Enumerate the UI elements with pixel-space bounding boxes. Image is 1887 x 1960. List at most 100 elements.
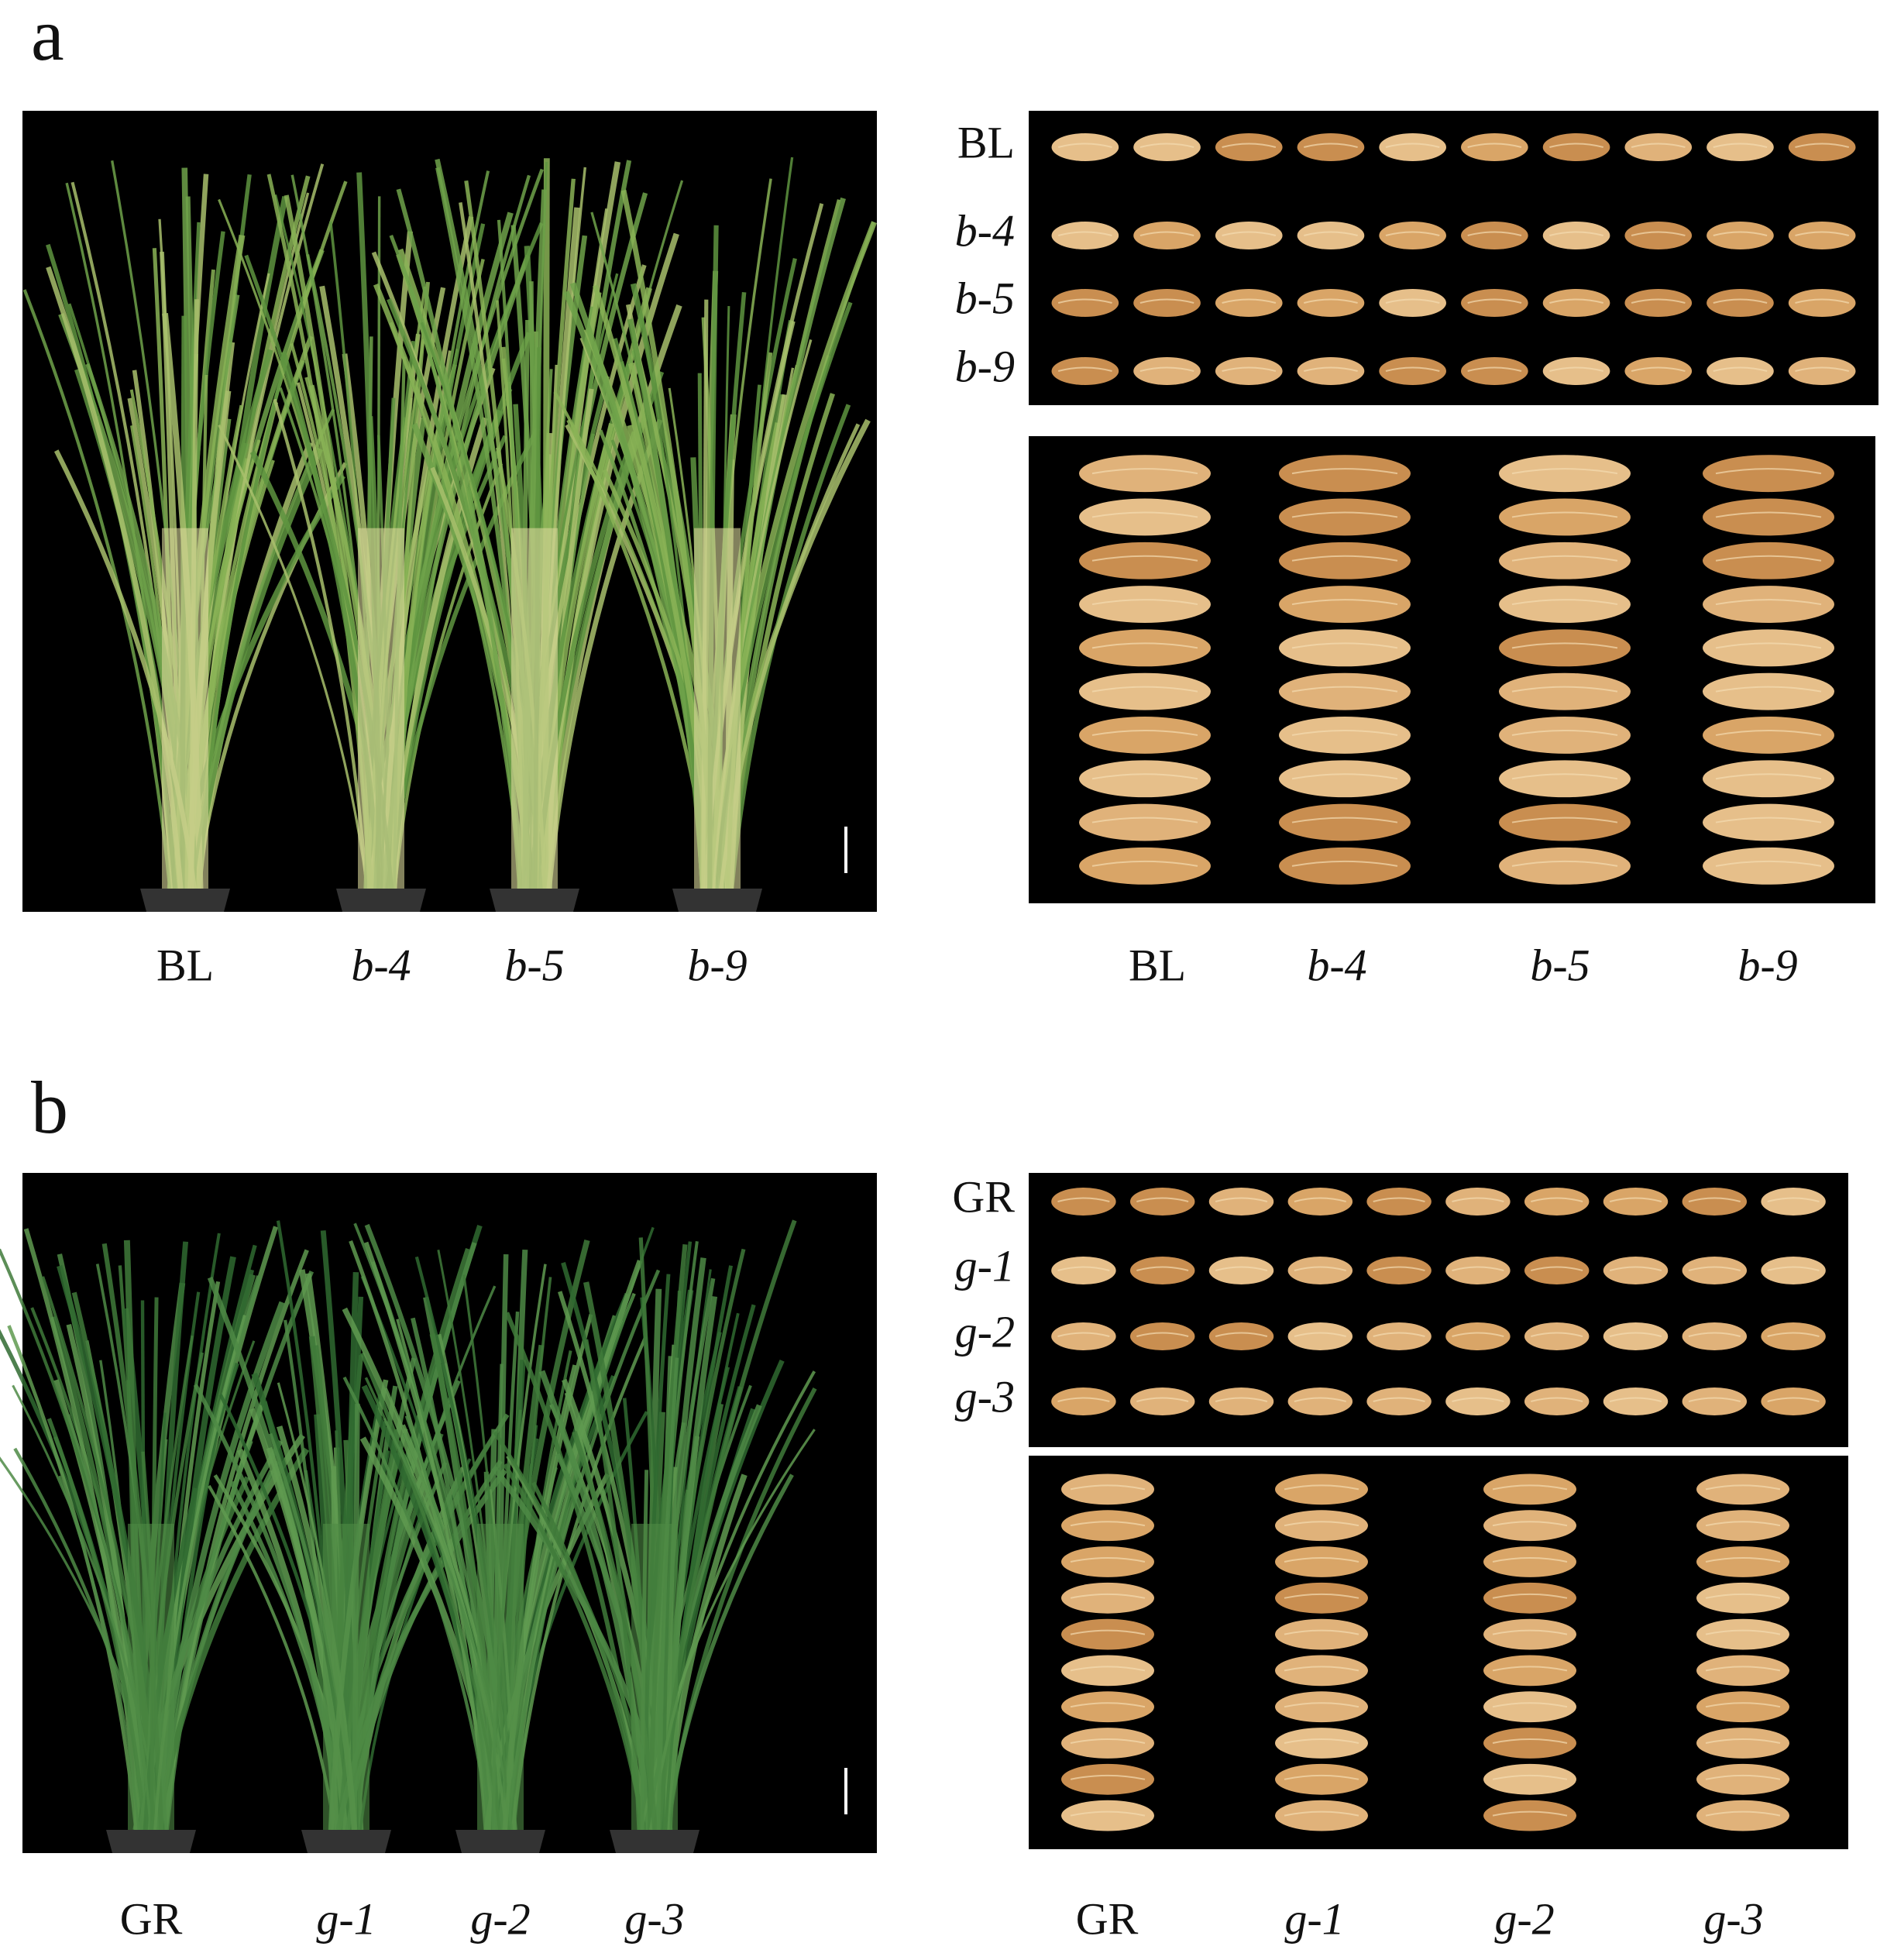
grain-ridge: [1688, 1397, 1741, 1402]
grain: [1287, 1257, 1353, 1284]
grain-ridge: [1767, 1397, 1820, 1402]
grain-ridge: [1136, 1332, 1189, 1337]
grain-column-label: b-4: [1307, 940, 1366, 990]
grain: [1703, 672, 1834, 710]
grain: [1542, 133, 1610, 161]
grain-ridge: [1767, 1332, 1820, 1337]
pot: [140, 889, 230, 912]
grain: [1129, 1257, 1195, 1284]
grain: [1703, 498, 1834, 536]
grain: [1696, 1546, 1789, 1577]
grain: [1696, 1763, 1789, 1795]
grain: [1445, 1387, 1511, 1415]
grain: [1524, 1387, 1590, 1415]
plant-stem-base: [358, 528, 404, 889]
grain-ridge: [1139, 231, 1194, 236]
grain: [1603, 1188, 1669, 1216]
grain-ridge: [1070, 1774, 1146, 1780]
grain-ridge: [1294, 1266, 1346, 1271]
grain-ridge: [1222, 298, 1277, 304]
grain-ridge: [1057, 1197, 1110, 1202]
grain: [1707, 222, 1774, 249]
grain-ridge: [1511, 860, 1618, 867]
grain-ridge: [1373, 1266, 1425, 1271]
grain: [1696, 1582, 1789, 1614]
grain-ridge: [1091, 860, 1198, 867]
grain-ridge: [1057, 366, 1112, 372]
grain-ridge: [1291, 686, 1398, 693]
grain-ridge: [1136, 1197, 1189, 1202]
grain: [1061, 1655, 1154, 1687]
grain-ridge: [1705, 1702, 1781, 1708]
grain-ridge: [1070, 1593, 1146, 1599]
grain-ridge: [1511, 599, 1618, 606]
grain-ridge: [1284, 1484, 1359, 1491]
grain: [1287, 1188, 1353, 1216]
grain-ridge: [1385, 143, 1440, 148]
grain: [1279, 760, 1411, 798]
grain-ridge: [1492, 1629, 1568, 1635]
grain-ridge: [1511, 468, 1618, 475]
grain-row-label: GR: [952, 1171, 1015, 1222]
grain-ridge: [1294, 1197, 1346, 1202]
grain-ridge: [1688, 1266, 1741, 1271]
grain-ridge: [1549, 366, 1603, 372]
grain-ridge: [1452, 1397, 1504, 1402]
grain-ridge: [1385, 231, 1440, 236]
grain: [1061, 1728, 1154, 1759]
grain: [1366, 1257, 1432, 1284]
grain-columns: [1061, 1473, 1789, 1831]
grain-ridge: [1291, 860, 1398, 867]
grain-ridge: [1070, 1629, 1146, 1635]
grain-ridge: [1057, 231, 1112, 236]
grain-ridge: [1705, 1521, 1781, 1527]
grain: [1129, 1387, 1195, 1415]
grain-ridge: [1715, 773, 1822, 780]
grain-ridge: [1091, 511, 1198, 518]
grain-ridge: [1284, 1593, 1359, 1599]
grain: [1624, 222, 1693, 249]
grain-ridge: [1609, 1332, 1662, 1337]
grain: [1761, 1387, 1826, 1415]
grain: [1461, 222, 1528, 249]
grain: [1061, 1800, 1154, 1831]
grain-ridge: [1705, 1484, 1781, 1491]
grain: [1703, 455, 1834, 493]
grain: [1275, 1618, 1368, 1650]
grain: [1061, 1618, 1154, 1650]
grain: [1287, 1387, 1353, 1415]
grain-ridge: [1294, 1397, 1346, 1402]
grain: [1061, 1763, 1154, 1795]
grain-ridge: [1070, 1702, 1146, 1708]
grain: [1366, 1188, 1432, 1216]
grain-ridge: [1222, 231, 1277, 236]
grain-ridge: [1549, 143, 1603, 148]
grain: [1051, 1387, 1116, 1415]
grain: [1275, 1691, 1368, 1723]
grain-ridge: [1492, 1484, 1568, 1491]
grain-rows: [1051, 1188, 1826, 1415]
grain-ridge: [1291, 642, 1398, 649]
grain: [1079, 629, 1211, 667]
grain: [1061, 1691, 1154, 1723]
grain-ridge: [1291, 773, 1398, 780]
grain-ridge: [1511, 642, 1618, 649]
grain: [1079, 803, 1211, 841]
grain: [1696, 1728, 1789, 1759]
grain: [1707, 357, 1774, 385]
grain-ridge: [1139, 366, 1194, 372]
grain: [1682, 1322, 1748, 1350]
grain: [1275, 1728, 1368, 1759]
grain-ridge: [1091, 773, 1198, 780]
grain: [1603, 1257, 1669, 1284]
grain-ridge: [1222, 366, 1277, 372]
grain-ridge: [1715, 860, 1822, 867]
grain-ridge: [1091, 686, 1198, 693]
grain: [1682, 1188, 1748, 1216]
grain: [1603, 1387, 1669, 1415]
grain-ridge: [1705, 1557, 1781, 1563]
plant-stem-base: [128, 1523, 174, 1830]
grain: [1061, 1473, 1154, 1505]
grain-ridge: [1713, 366, 1768, 372]
